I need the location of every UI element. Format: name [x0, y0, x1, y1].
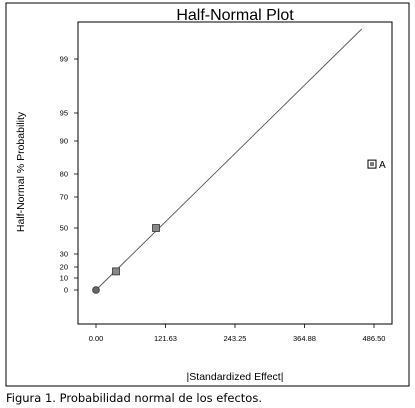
reference-line [95, 28, 363, 291]
data-point-0 [92, 286, 100, 294]
x-tick-label: 486.50 [363, 334, 386, 343]
data-point-3-inner [370, 162, 374, 167]
x-tick-label: 364.88 [293, 334, 316, 343]
data-point-2 [152, 224, 160, 232]
x-axis-label: |Standardized Effect| [187, 371, 284, 383]
data-point-1 [112, 267, 120, 276]
x-tick-label: 121.63 [154, 334, 177, 343]
y-tick-label: 20 [60, 263, 68, 272]
y-tick-label: 50 [60, 224, 68, 233]
y-tick-label: 70 [60, 193, 68, 202]
y-tick-label: 80 [60, 170, 68, 179]
x-axis-ticks: 0.00 121.63 243.25 364.88 486.50 [89, 324, 386, 343]
chart-title: Half-Normal Plot [176, 7, 294, 24]
y-axis-label: Half-Normal % Probability [15, 111, 27, 232]
data-point-label: A [379, 160, 386, 171]
y-tick-label: 30 [60, 250, 68, 259]
x-tick-label: 0.00 [89, 334, 104, 343]
y-tick-label: 0 [64, 286, 68, 295]
y-tick-label: 95 [60, 109, 68, 118]
x-tick-label: 243.25 [224, 334, 247, 343]
figure-caption: Figura 1. Probabilidad normal de los efe… [6, 391, 262, 405]
data-points: A [92, 159, 386, 294]
y-tick-label: 90 [60, 137, 68, 146]
y-tick-label: 99 [60, 55, 68, 64]
y-axis-ticks: 0 10 20 30 50 70 80 90 95 99 [60, 55, 78, 295]
y-tick-label: 10 [60, 274, 68, 283]
plot-area [77, 21, 393, 325]
